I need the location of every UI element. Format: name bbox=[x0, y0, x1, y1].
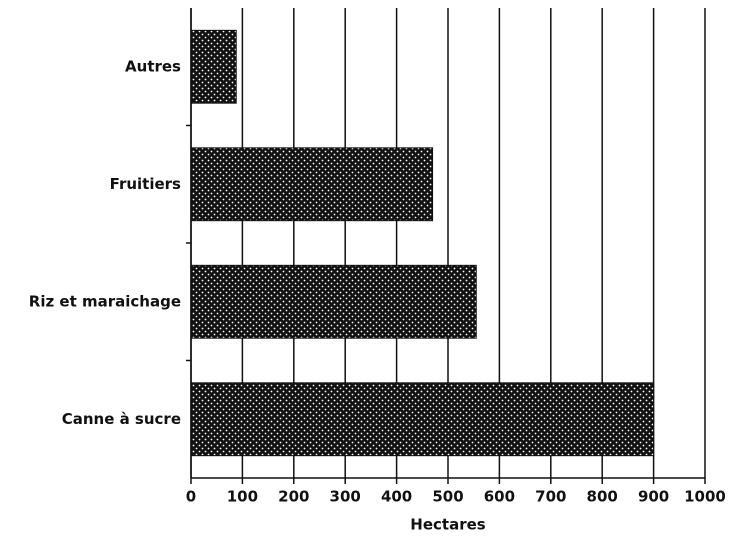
y-tick-label: Autres bbox=[125, 57, 181, 75]
bar bbox=[190, 264, 477, 339]
x-tick-label: 700 bbox=[535, 488, 566, 506]
x-tick-label: 100 bbox=[227, 488, 258, 506]
y-tick-label: Riz et maraichage bbox=[29, 292, 181, 310]
bar bbox=[190, 29, 237, 104]
x-axis-label: Hectares bbox=[410, 516, 485, 534]
x-tick-label: 300 bbox=[330, 488, 361, 506]
x-tick-label: 400 bbox=[381, 488, 412, 506]
x-tick-label: 600 bbox=[484, 488, 515, 506]
x-tick-label: 200 bbox=[278, 488, 309, 506]
x-tick-label: 500 bbox=[432, 488, 463, 506]
y-tick-label: Canne à sucre bbox=[62, 410, 181, 428]
bar bbox=[190, 147, 434, 222]
x-tick-label: 900 bbox=[638, 488, 669, 506]
x-tick-label: 800 bbox=[587, 488, 618, 506]
x-tick-label: 0 bbox=[186, 488, 196, 506]
x-tick-label: 1000 bbox=[684, 488, 726, 506]
bar bbox=[190, 382, 655, 457]
y-tick-label: Fruitiers bbox=[110, 175, 181, 193]
